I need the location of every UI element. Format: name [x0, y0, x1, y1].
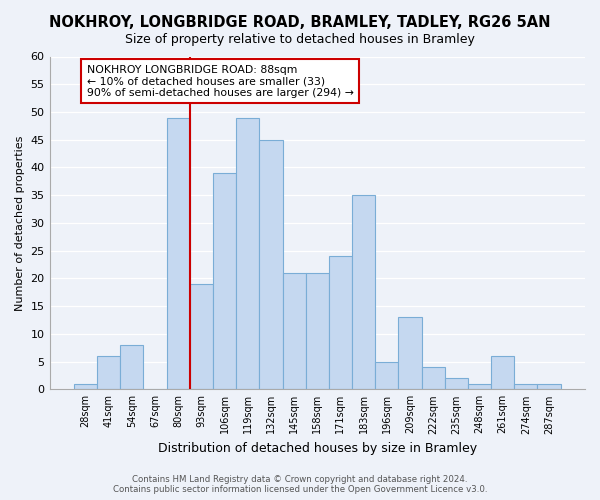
Text: NOKHROY LONGBRIDGE ROAD: 88sqm
← 10% of detached houses are smaller (33)
90% of : NOKHROY LONGBRIDGE ROAD: 88sqm ← 10% of … — [86, 65, 353, 98]
Bar — [305, 273, 329, 390]
Bar — [422, 367, 445, 390]
Bar — [329, 256, 352, 390]
Y-axis label: Number of detached properties: Number of detached properties — [15, 135, 25, 310]
Text: Size of property relative to detached houses in Bramley: Size of property relative to detached ho… — [125, 32, 475, 46]
Bar — [468, 384, 491, 390]
Bar — [375, 362, 398, 390]
X-axis label: Distribution of detached houses by size in Bramley: Distribution of detached houses by size … — [158, 442, 477, 455]
Bar — [213, 173, 236, 390]
Bar — [514, 384, 538, 390]
Bar — [538, 384, 560, 390]
Bar — [120, 345, 143, 390]
Bar — [190, 284, 213, 390]
Text: Contains HM Land Registry data © Crown copyright and database right 2024.
Contai: Contains HM Land Registry data © Crown c… — [113, 474, 487, 494]
Bar — [491, 356, 514, 390]
Bar — [259, 140, 283, 390]
Bar — [97, 356, 120, 390]
Bar — [352, 195, 375, 390]
Bar — [398, 317, 422, 390]
Bar — [236, 118, 259, 390]
Bar — [74, 384, 97, 390]
Text: NOKHROY, LONGBRIDGE ROAD, BRAMLEY, TADLEY, RG26 5AN: NOKHROY, LONGBRIDGE ROAD, BRAMLEY, TADLE… — [49, 15, 551, 30]
Bar — [283, 273, 305, 390]
Bar — [445, 378, 468, 390]
Bar — [167, 118, 190, 390]
